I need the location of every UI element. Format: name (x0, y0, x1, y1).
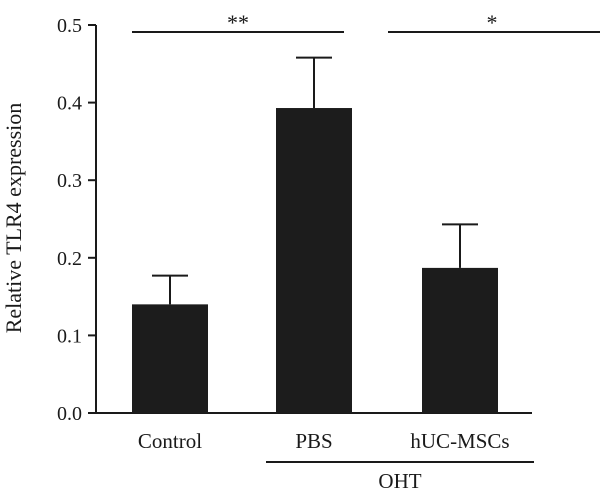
y-tick-label: 0.3 (57, 170, 82, 192)
y-tick-label: 0.4 (57, 93, 82, 115)
significance-annotations: ** * (132, 10, 600, 35)
bar-series (132, 108, 498, 414)
x-axis: Control PBS hUC-MSCs (95, 412, 532, 453)
group-label: OHT (378, 469, 421, 493)
y-tick-label: 0.0 (57, 403, 82, 425)
bar (422, 267, 498, 413)
y-tick-label: 0.1 (57, 325, 82, 347)
y-axis: 0.0 0.1 0.2 0.3 0.4 0.5 (57, 15, 97, 425)
y-tick-label: 0.5 (57, 15, 82, 37)
significance-label: * (487, 10, 498, 35)
y-tick-label: 0.2 (57, 248, 82, 270)
significance-label: ** (227, 10, 249, 35)
error-bars (152, 56, 478, 305)
x-tick-label: hUC-MSCs (410, 429, 509, 453)
y-axis-label: Relative TLR4 expression (1, 103, 26, 334)
x-tick-label: PBS (295, 429, 332, 453)
bar (276, 108, 352, 414)
bar (132, 304, 208, 413)
group-annotation: OHT (266, 461, 534, 493)
x-tick-label: Control (138, 429, 202, 453)
